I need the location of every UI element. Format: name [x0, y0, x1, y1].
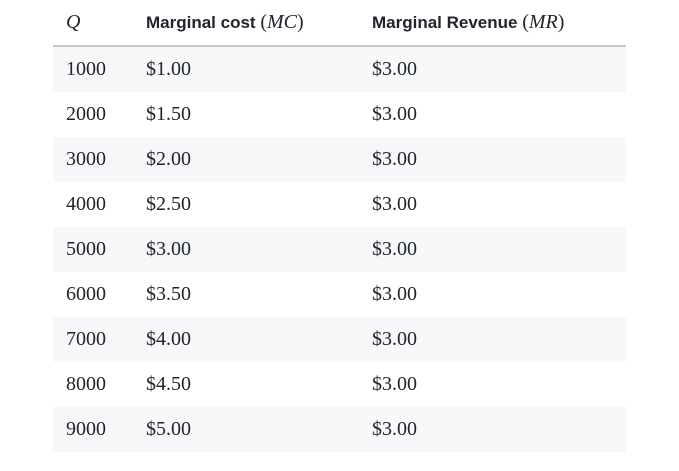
table-header: Q Marginal cost (MC) Marginal Revenue (M… — [53, 0, 626, 47]
cell-marginal-cost: $2.00 — [133, 137, 359, 182]
cell-quantity: 3000 — [53, 137, 133, 182]
cell-marginal-cost: $3.50 — [133, 272, 359, 317]
cell-marginal-revenue: $3.00 — [359, 227, 626, 272]
header-marginal-revenue-label: Marginal Revenue — [372, 13, 523, 32]
header-marginal-revenue-symbol: MR — [528, 11, 558, 33]
cost-revenue-table: Q Marginal cost (MC) Marginal Revenue (M… — [53, 0, 626, 452]
cell-marginal-revenue: $3.00 — [359, 137, 626, 182]
cell-marginal-cost: $5.00 — [133, 407, 359, 452]
cell-quantity: 5000 — [53, 227, 133, 272]
header-quantity: Q — [53, 0, 133, 47]
header-quantity-symbol: Q — [66, 11, 81, 33]
header-marginal-cost-label: Marginal cost — [146, 13, 261, 32]
cell-marginal-revenue: $3.00 — [359, 317, 626, 362]
cell-marginal-cost: $2.50 — [133, 182, 359, 227]
cell-quantity: 2000 — [53, 92, 133, 137]
table-row: 5000 $3.00 $3.00 — [53, 227, 626, 272]
cell-quantity: 4000 — [53, 182, 133, 227]
cell-marginal-revenue: $3.00 — [359, 407, 626, 452]
cell-marginal-cost: $1.50 — [133, 92, 359, 137]
table-row: 6000 $3.50 $3.00 — [53, 272, 626, 317]
cell-marginal-cost: $3.00 — [133, 227, 359, 272]
cell-quantity: 7000 — [53, 317, 133, 362]
table-row: 3000 $2.00 $3.00 — [53, 137, 626, 182]
table-row: 7000 $4.00 $3.00 — [53, 317, 626, 362]
table-row: 8000 $4.50 $3.00 — [53, 362, 626, 407]
table-row: 1000 $1.00 $3.00 — [53, 46, 626, 92]
cell-quantity: 9000 — [53, 407, 133, 452]
cell-marginal-revenue: $3.00 — [359, 362, 626, 407]
cell-marginal-revenue: $3.00 — [359, 272, 626, 317]
cell-marginal-revenue: $3.00 — [359, 92, 626, 137]
cell-marginal-revenue: $3.00 — [359, 182, 626, 227]
table-row: 4000 $2.50 $3.00 — [53, 182, 626, 227]
cell-marginal-revenue: $3.00 — [359, 46, 626, 92]
header-marginal-cost: Marginal cost (MC) — [133, 0, 359, 47]
cell-quantity: 1000 — [53, 46, 133, 92]
cell-quantity: 6000 — [53, 272, 133, 317]
table-row: 2000 $1.50 $3.00 — [53, 92, 626, 137]
cell-quantity: 8000 — [53, 362, 133, 407]
header-row: Q Marginal cost (MC) Marginal Revenue (M… — [53, 0, 626, 47]
table-row: 9000 $5.00 $3.00 — [53, 407, 626, 452]
cell-marginal-cost: $1.00 — [133, 46, 359, 92]
cost-revenue-table-container: Q Marginal cost (MC) Marginal Revenue (M… — [53, 0, 626, 452]
table-body: 1000 $1.00 $3.00 2000 $1.50 $3.00 3000 $… — [53, 46, 626, 452]
cell-marginal-cost: $4.00 — [133, 317, 359, 362]
header-marginal-revenue: Marginal Revenue (MR) — [359, 0, 626, 47]
cell-marginal-cost: $4.50 — [133, 362, 359, 407]
header-marginal-cost-symbol: MC — [266, 11, 297, 33]
